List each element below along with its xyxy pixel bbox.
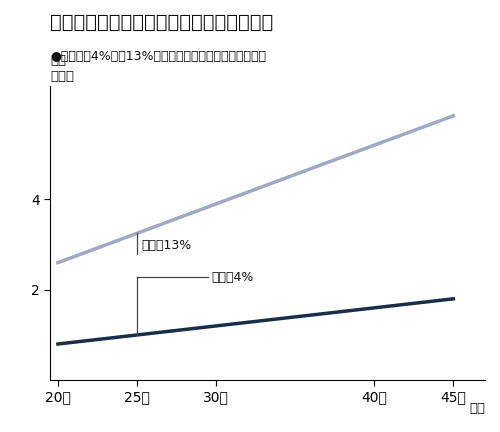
Text: ●調整額が4%から13%になった場合の月給ごとの手取り: ●調整額が4%から13%になった場合の月給ごとの手取り xyxy=(50,50,266,63)
Text: 月給: 月給 xyxy=(469,402,485,415)
Text: 調整額13%: 調整額13% xyxy=(142,239,192,252)
Text: 万円: 万円 xyxy=(50,54,66,67)
Text: 調整額4%: 調整額4% xyxy=(212,270,254,284)
Text: 調整額: 調整額 xyxy=(50,70,74,83)
Text: 月給が低いと調整額の引き上げ額も小さい: 月給が低いと調整額の引き上げ額も小さい xyxy=(50,13,273,32)
